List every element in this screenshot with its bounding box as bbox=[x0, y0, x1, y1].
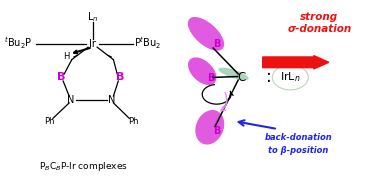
Text: L$_n$: L$_n$ bbox=[87, 10, 98, 24]
Text: :: : bbox=[265, 68, 271, 87]
Text: $^{t}$Bu$_2$P: $^{t}$Bu$_2$P bbox=[4, 36, 32, 51]
Text: B: B bbox=[57, 72, 65, 82]
Text: N: N bbox=[108, 95, 115, 105]
Text: Ph: Ph bbox=[128, 117, 138, 126]
Text: IrL$_n$: IrL$_n$ bbox=[280, 70, 301, 84]
Ellipse shape bbox=[188, 17, 224, 51]
Text: Ph: Ph bbox=[44, 117, 54, 126]
Text: strong: strong bbox=[301, 12, 338, 22]
Ellipse shape bbox=[188, 57, 217, 85]
Text: B: B bbox=[213, 126, 221, 136]
Text: P$_B$C$_B$P-Ir complexes: P$_B$C$_B$P-Ir complexes bbox=[39, 160, 128, 173]
Ellipse shape bbox=[218, 68, 249, 80]
Text: B: B bbox=[116, 72, 124, 82]
Text: σ-donation: σ-donation bbox=[287, 24, 352, 34]
Text: H: H bbox=[63, 53, 69, 61]
Text: B: B bbox=[213, 39, 221, 49]
Text: N: N bbox=[67, 95, 75, 105]
Ellipse shape bbox=[195, 110, 224, 145]
Text: Ir: Ir bbox=[89, 39, 96, 49]
Text: P$^{t}$Bu$_2$: P$^{t}$Bu$_2$ bbox=[134, 36, 162, 51]
Text: C: C bbox=[238, 71, 246, 84]
Text: B: B bbox=[207, 73, 215, 83]
Text: to β-position: to β-position bbox=[268, 146, 329, 155]
FancyArrow shape bbox=[263, 56, 329, 69]
Text: back-donation: back-donation bbox=[265, 133, 333, 142]
